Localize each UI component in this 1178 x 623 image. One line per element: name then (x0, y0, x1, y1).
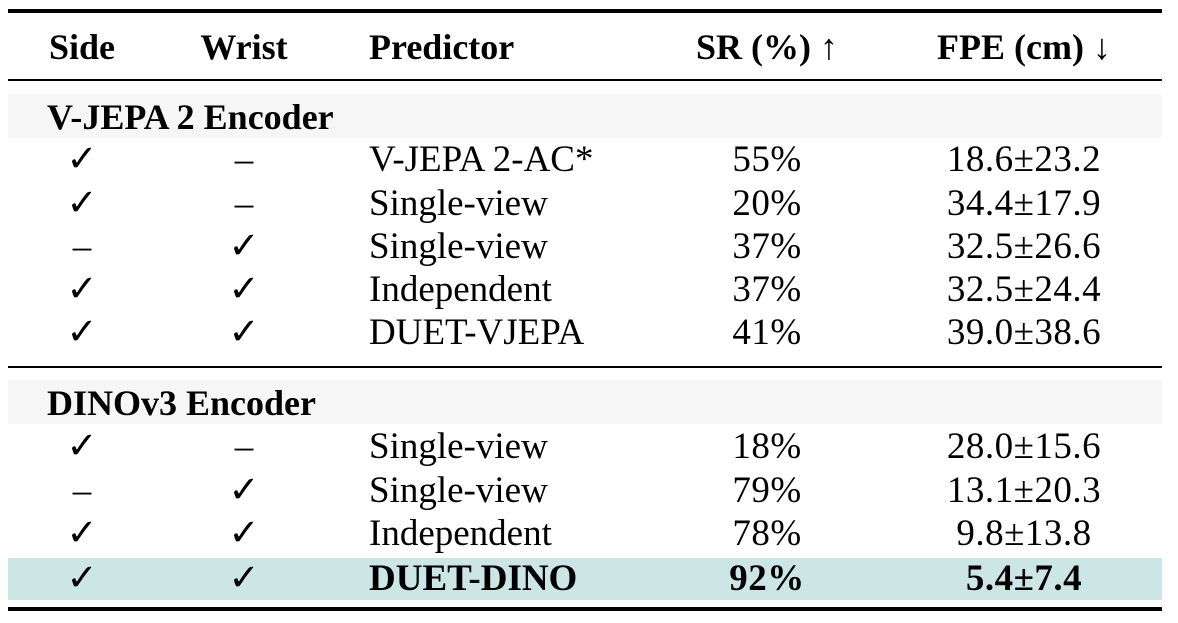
wrist-cell: – (234, 183, 254, 224)
wrist-cell: – (234, 139, 254, 180)
sr-cell: 79% (732, 470, 802, 511)
group-separator-rule (8, 366, 1162, 368)
side-cell: ✓ (66, 513, 98, 554)
side-cell: ✓ (66, 558, 98, 599)
side-cell: ✓ (66, 269, 98, 310)
wrist-cell: – (234, 426, 254, 467)
best-row-highlight (8, 558, 1162, 600)
group-title-dinov3: DINOv3 Encoder (47, 383, 316, 423)
wrist-cell: ✓ (228, 269, 260, 310)
header-predictor: Predictor (369, 27, 515, 67)
header-wrist: Wrist (200, 27, 288, 67)
predictor-cell: Single-view (369, 183, 548, 224)
sr-cell: 20% (732, 183, 802, 224)
wrist-cell: ✓ (228, 558, 260, 599)
sr-cell: 41% (732, 312, 802, 353)
wrist-cell: ✓ (228, 312, 260, 353)
sr-cell: 37% (732, 269, 802, 310)
fpe-cell: 9.8±13.8 (956, 513, 1092, 554)
wrist-cell: ✓ (228, 513, 260, 554)
side-cell: ✓ (66, 312, 98, 353)
wrist-cell: ✓ (228, 470, 260, 511)
header-side: Side (48, 27, 116, 67)
fpe-cell: 39.0±38.6 (946, 312, 1102, 353)
side-cell: ✓ (66, 139, 98, 180)
sr-cell: 37% (732, 226, 802, 267)
side-cell: – (72, 226, 92, 267)
sr-cell: 78% (732, 513, 802, 554)
header-rule (8, 79, 1162, 81)
predictor-cell: Independent (369, 513, 552, 554)
group-band-vjepa (8, 94, 1162, 138)
header-sr: SR (%) ↑ (696, 27, 838, 67)
group-title-vjepa: V-JEPA 2 Encoder (47, 97, 334, 137)
sr-cell: 18% (732, 426, 802, 467)
fpe-cell: 13.1±20.3 (946, 470, 1102, 511)
predictor-cell: Single-view (369, 470, 548, 511)
predictor-cell: Single-view (369, 426, 548, 467)
fpe-cell: 18.6±23.2 (946, 139, 1102, 180)
fpe-cell: 28.0±15.6 (946, 426, 1102, 467)
bottom-rule (8, 607, 1162, 611)
sr-cell: 55% (732, 139, 802, 180)
side-cell: – (72, 470, 92, 511)
side-cell: ✓ (66, 426, 98, 467)
fpe-cell: 5.4±7.4 (965, 558, 1083, 599)
predictor-cell: DUET-VJEPA (369, 312, 585, 353)
sr-cell: 92% (729, 558, 805, 599)
wrist-cell: ✓ (228, 226, 260, 267)
side-cell: ✓ (66, 183, 98, 224)
predictor-cell: Independent (369, 269, 552, 310)
group-band-dinov3 (8, 380, 1162, 424)
top-rule (8, 9, 1162, 13)
predictor-cell: V-JEPA 2-AC* (369, 139, 594, 180)
predictor-cell: Single-view (369, 226, 548, 267)
fpe-cell: 32.5±24.4 (946, 269, 1102, 310)
fpe-cell: 32.5±26.6 (946, 226, 1102, 267)
header-fpe: FPE (cm) ↓ (937, 27, 1111, 67)
fpe-cell: 34.4±17.9 (946, 183, 1102, 224)
predictor-cell: DUET-DINO (369, 558, 578, 599)
